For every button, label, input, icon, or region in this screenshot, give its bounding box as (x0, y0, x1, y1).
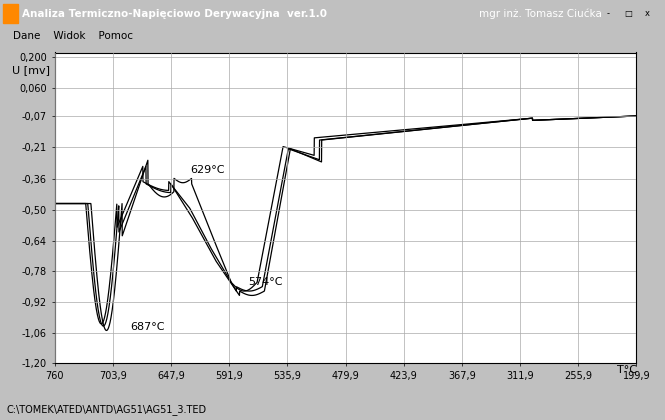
Text: 574°C: 574°C (248, 276, 282, 286)
Bar (638, 2, 657, 25)
Text: x: x (645, 9, 650, 18)
Text: mgr inż. Tomasz Ciućka: mgr inż. Tomasz Ciućka (479, 8, 602, 19)
Bar (618, 2, 637, 25)
Text: C:\TOMEK\ATED\ANTD\AG51\AG51_3.TED: C:\TOMEK\ATED\ANTD\AG51\AG51_3.TED (7, 404, 207, 415)
Text: U [mv]: U [mv] (12, 65, 50, 75)
Text: 629°C: 629°C (191, 165, 225, 175)
Text: Dane    Widok    Pomoc: Dane Widok Pomoc (13, 31, 133, 41)
Bar (3, 4, 18, 23)
Text: T°C: T°C (617, 365, 637, 375)
Text: Analiza Termiczno-Napięciowo Derywacyjna  ver.1.0: Analiza Termiczno-Napięciowo Derywacyjna… (22, 9, 327, 18)
Text: □: □ (624, 9, 632, 18)
Text: -: - (607, 9, 610, 18)
Text: 687°C: 687°C (130, 323, 165, 333)
Bar (599, 2, 618, 25)
